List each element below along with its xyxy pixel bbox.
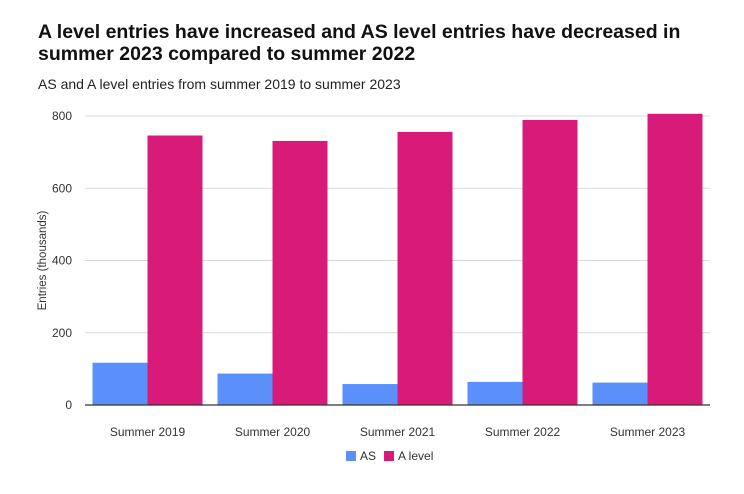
bar-as (467, 381, 523, 405)
bar-as (592, 382, 648, 405)
y-axis-ticks: 0 200 400 600 800 (52, 109, 72, 412)
y-tick-label: 0 (65, 398, 72, 412)
y-tick-label: 600 (52, 181, 72, 195)
bars (92, 113, 703, 406)
bar-a-level (147, 135, 203, 405)
legend-label: AS (360, 449, 376, 463)
bar-a-level (272, 140, 328, 405)
y-tick-label: 400 (52, 254, 72, 268)
x-tick-label: Summer 2022 (485, 425, 561, 439)
x-tick-label: Summer 2023 (610, 425, 686, 439)
bar-a-level (647, 113, 703, 406)
legend-label: A level (398, 449, 433, 463)
x-axis-ticks: Summer 2019 Summer 2020 Summer 2021 Summer … (110, 425, 686, 439)
legend-swatch (346, 451, 356, 461)
bar-as (92, 362, 148, 405)
legend: AS A level (346, 449, 433, 463)
legend-swatch (384, 451, 394, 461)
bar-as (217, 373, 273, 405)
bar-a-level (522, 119, 578, 405)
bar-as (342, 384, 398, 405)
x-tick-label: Summer 2019 (110, 425, 186, 439)
chart-title: A level entries have increased and AS le… (38, 21, 681, 65)
x-tick-label: Summer 2021 (360, 425, 436, 439)
x-tick-label: Summer 2020 (235, 425, 311, 439)
bar-a-level (397, 131, 453, 405)
chart-subtitle: AS and A level entries from summer 2019 … (38, 76, 401, 92)
y-axis-title: Entries (thousands) (37, 210, 49, 310)
y-tick-label: 800 (52, 109, 72, 123)
y-tick-label: 200 (52, 326, 72, 340)
